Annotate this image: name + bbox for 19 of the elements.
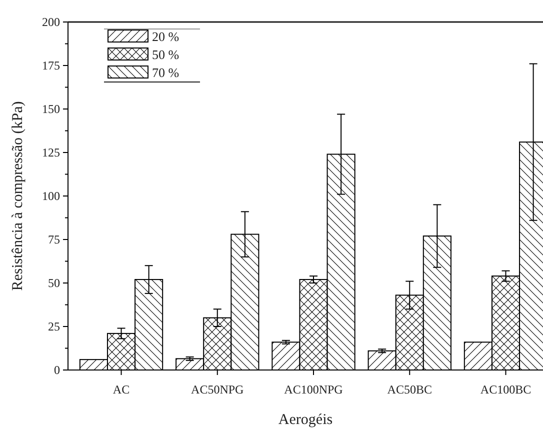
y-tick-label: 0	[54, 362, 60, 377]
legend-label: 70 %	[152, 65, 180, 80]
x-tick-label: AC100BC	[480, 382, 532, 397]
y-tick-label: 175	[42, 58, 60, 72]
x-tick-label: AC100NPG	[284, 382, 344, 397]
x-tick-label: AC	[112, 382, 130, 397]
x-tick-label: AC50BC	[387, 382, 432, 397]
y-tick-label: 150	[42, 102, 60, 116]
y-tick-label: 125	[42, 145, 60, 160]
y-tick-label: 75	[48, 232, 60, 246]
y-tick-label: 25	[48, 319, 60, 334]
x-tick-label: AC50NPG	[191, 382, 244, 397]
y-axis-title: Resistência à compressão (kPa)	[10, 101, 26, 291]
x-axis-title: Aerogéis	[278, 412, 333, 428]
legend-label: 50 %	[152, 47, 180, 62]
y-tick-label: 50	[48, 276, 60, 290]
y-tick-label: 200	[42, 14, 60, 29]
y-tick-label: 100	[42, 188, 60, 203]
legend-label: 20 %	[152, 29, 180, 44]
